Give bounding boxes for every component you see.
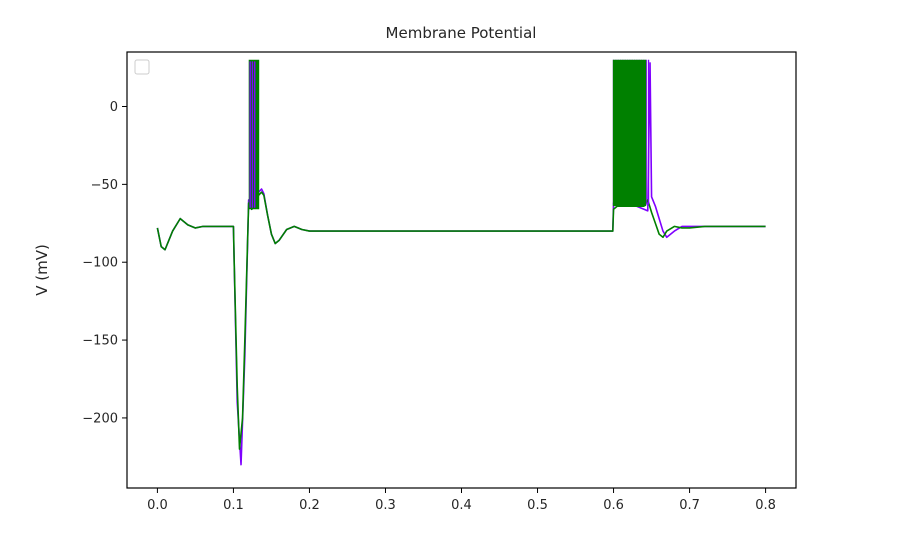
legend-box: [134, 59, 150, 75]
legend: [134, 59, 150, 75]
chart-title: Membrane Potential: [386, 24, 537, 42]
x-tick-label: 0.3: [375, 498, 396, 513]
y-tick-label: 0: [110, 100, 118, 115]
plot-frame: [126, 51, 797, 489]
y-tick-label: −50: [91, 178, 118, 193]
series-line-2: [156, 191, 766, 450]
y-axis: 0 −50 −100 −150 −200: [82, 100, 127, 426]
y-axis-label: V (mV): [33, 244, 51, 296]
x-tick-label: 0.5: [527, 498, 548, 513]
x-tick-label: 0.8: [755, 498, 776, 513]
x-tick-label: 0.4: [451, 498, 472, 513]
y-tick-label: −100: [82, 256, 118, 271]
x-tick-label: 0.1: [223, 498, 244, 513]
series-line-1: [156, 62, 766, 466]
plot-area: [126, 51, 797, 489]
x-tick-label: 0.6: [603, 498, 624, 513]
spike-burst-4: [612, 59, 647, 207]
spike-burst-2: [249, 61, 256, 208]
x-tick-label: 0.0: [147, 498, 168, 513]
y-tick-label: −200: [82, 411, 118, 426]
x-axis: 0.0 0.1 0.2 0.3 0.4 0.5 0.6 0.7 0.8: [147, 488, 776, 513]
x-tick-label: 0.7: [679, 498, 700, 513]
series-layer: [156, 59, 766, 466]
y-tick-label: −150: [82, 334, 118, 349]
x-tick-label: 0.2: [299, 498, 320, 513]
